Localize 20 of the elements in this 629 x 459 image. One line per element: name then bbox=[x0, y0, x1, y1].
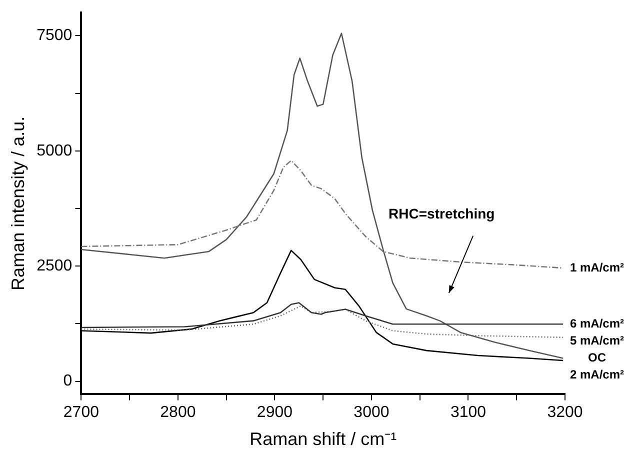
y-tick-label: 7500 bbox=[36, 27, 72, 44]
text: OC bbox=[588, 350, 606, 365]
y-tick-label: 5000 bbox=[36, 142, 72, 160]
series-label: 5 mA/cm² bbox=[570, 333, 624, 348]
x-axis-title: Raman shift / cm⁻¹ bbox=[250, 429, 397, 450]
y-tick-label: 0 bbox=[63, 372, 72, 390]
x-tick-label: 3200 bbox=[547, 404, 583, 422]
x-tick-label: 2700 bbox=[63, 404, 100, 422]
series-label: 2 mA/cm² bbox=[570, 368, 624, 382]
x-tick-label: 2900 bbox=[256, 404, 293, 422]
x-tick-label: 3000 bbox=[354, 404, 390, 422]
x-tick-label: 3100 bbox=[450, 404, 486, 422]
y-tick-label: 2500 bbox=[36, 257, 72, 274]
annotation: RHC=stretching bbox=[388, 206, 495, 222]
series-label: 1 mA/cm² bbox=[570, 260, 624, 274]
x-tick-label: 2800 bbox=[160, 404, 196, 422]
line-series bbox=[81, 305, 564, 338]
line-series bbox=[81, 160, 564, 269]
y-axis-title: Raman intensity / a.u. bbox=[8, 116, 28, 290]
series-label: 6 mA/cm² bbox=[570, 316, 624, 330]
